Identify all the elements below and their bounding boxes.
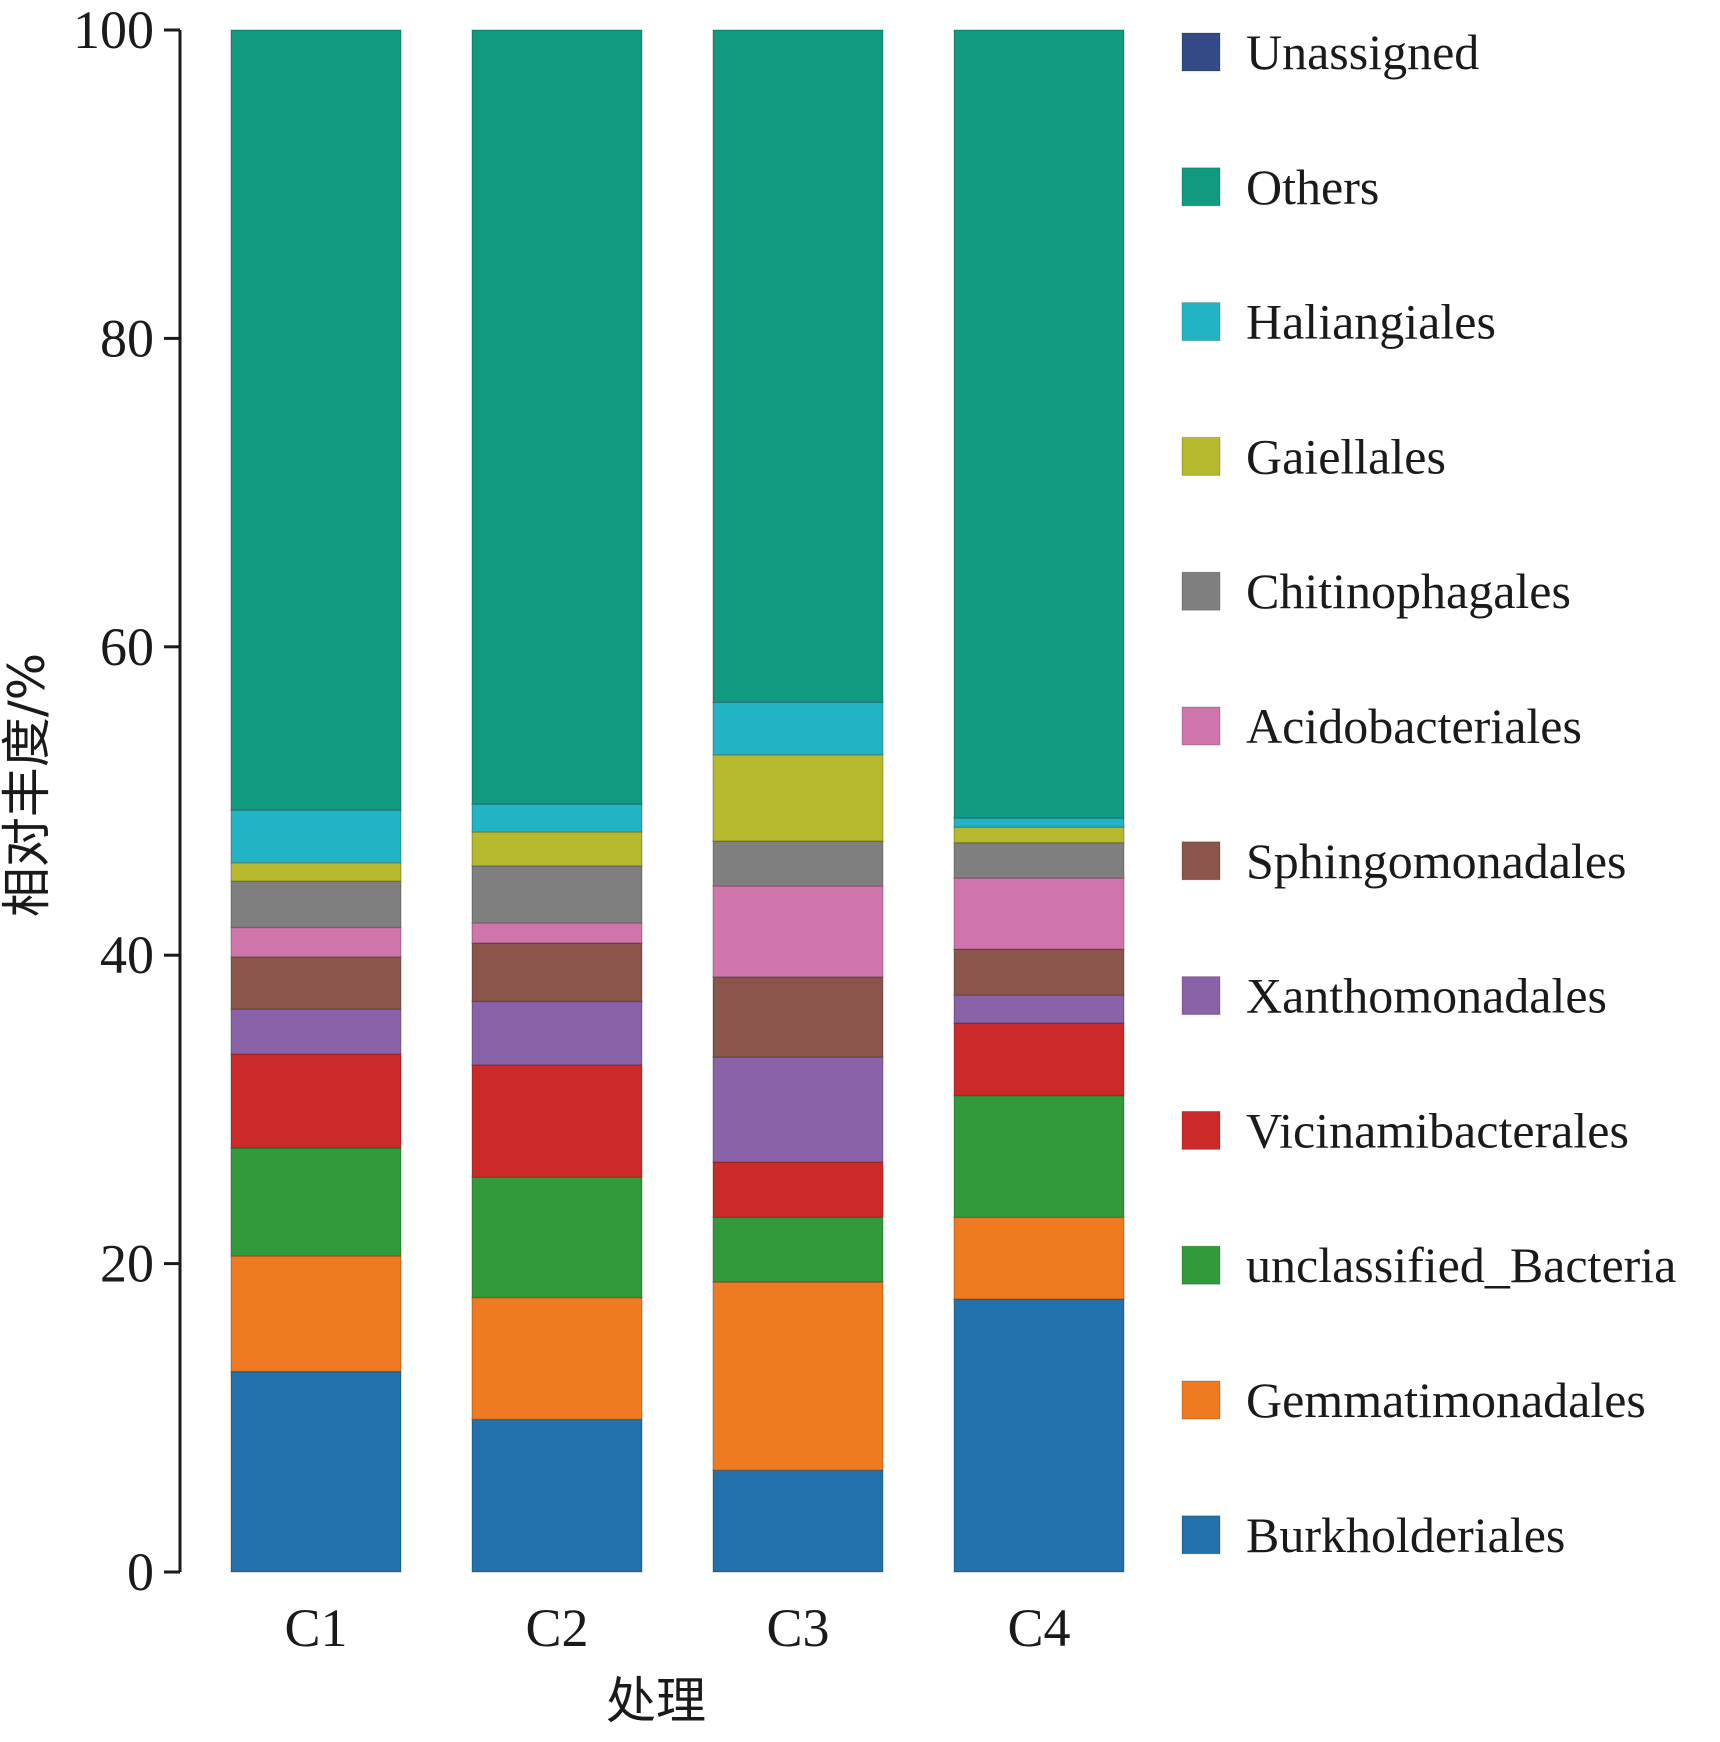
bar-C2-Others — [471, 29, 643, 805]
bar-C3-Gaiellales — [712, 753, 884, 842]
bar-C2-Chitinophagales — [471, 865, 643, 924]
bar-C3-Chitinophagales — [712, 840, 884, 887]
bar-C2-unclassified_Bacteria — [471, 1176, 643, 1299]
bar-C3-Sphingomonadales — [712, 976, 884, 1058]
legend-label-unclassified_Bacteria: unclassified_Bacteria — [1246, 1237, 1676, 1293]
x-tick-label-C3: C3 — [766, 1598, 829, 1658]
y-tick-label-60: 60 — [100, 617, 154, 677]
bar-C4-Gaiellales — [953, 826, 1125, 844]
x-axis-title: 处理 — [606, 1672, 706, 1730]
legend-swatch-Burkholderiales — [1181, 1515, 1221, 1555]
y-tick-label-100: 100 — [73, 0, 154, 60]
legend-swatch-Gemmatimonadales — [1181, 1380, 1221, 1420]
x-axis: C1 C2 C3 C4 — [284, 1598, 1070, 1658]
bar-C4-Acidobacteriales — [953, 877, 1125, 950]
legend-swatch-Acidobacteriales — [1181, 706, 1221, 746]
bar-C1-Gemmatimonadales — [230, 1255, 402, 1373]
bar-segments — [230, 29, 1125, 1573]
legend-swatch-Others — [1181, 167, 1221, 207]
bar-C1-Haliangiales — [230, 809, 402, 864]
legend-label-Others: Others — [1246, 159, 1379, 215]
legend-label-Xanthomonadales: Xanthomonadales — [1246, 968, 1607, 1024]
x-tick-label-C4: C4 — [1007, 1598, 1070, 1658]
bar-C2-Burkholderiales — [471, 1418, 643, 1573]
bar-C2-Gemmatimonadales — [471, 1296, 643, 1421]
bar-C1-Burkholderiales — [230, 1370, 402, 1573]
bar-C4-Haliangiales — [953, 817, 1125, 828]
x-tick-label-C2: C2 — [525, 1598, 588, 1658]
legend-swatch-Sphingomonadales — [1181, 841, 1221, 881]
bar-C2-Acidobacteriales — [471, 922, 643, 944]
bar-C4-Others — [953, 29, 1125, 819]
bar-C1-unclassified_Bacteria — [230, 1147, 402, 1257]
y-tick-label-80: 80 — [100, 308, 154, 368]
bar-C3-Acidobacteriales — [712, 885, 884, 978]
y-tick-label-0: 0 — [127, 1542, 154, 1602]
x-tick-label-C1: C1 — [284, 1598, 347, 1658]
bar-C4-Vicinamibacterales — [953, 1022, 1125, 1097]
legend: Unassigned Others Haliangiales Gaiellales Ch… — [1181, 24, 1676, 1563]
bar-C3-Vicinamibacterales — [712, 1161, 884, 1219]
bar-C4-Chitinophagales — [953, 841, 1125, 879]
bar-C2-Vicinamibacterales — [471, 1063, 643, 1178]
legend-swatch-Vicinamibacterales — [1181, 1110, 1221, 1150]
bar-C1-Xanthomonadales — [230, 1008, 402, 1055]
legend-swatch-unclassified_Bacteria — [1181, 1245, 1221, 1285]
bar-C4-Burkholderiales — [953, 1298, 1125, 1573]
bar-C2-Haliangiales — [471, 803, 643, 833]
bar-C1-Others — [230, 29, 402, 812]
legend-swatch-Haliangiales — [1181, 302, 1221, 342]
bar-C3-Haliangiales — [712, 701, 884, 756]
y-axis-title: 相对丰度/% — [0, 653, 56, 917]
bar-C1-Vicinamibacterales — [230, 1053, 402, 1149]
legend-label-Gemmatimonadales: Gemmatimonadales — [1246, 1372, 1646, 1428]
bar-C3-Gemmatimonadales — [712, 1281, 884, 1471]
bar-C3-Others — [712, 29, 884, 704]
bar-C4-unclassified_Bacteria — [953, 1094, 1125, 1219]
bar-C4-Xanthomonadales — [953, 994, 1125, 1024]
legend-swatch-Chitinophagales — [1181, 571, 1221, 611]
bar-C4-Sphingomonadales — [953, 948, 1125, 997]
bar-C3-Xanthomonadales — [712, 1056, 884, 1163]
bar-C2-Sphingomonadales — [471, 942, 643, 1003]
legend-swatch-Unassigned — [1181, 32, 1221, 72]
legend-label-Chitinophagales: Chitinophagales — [1246, 563, 1571, 619]
legend-label-Acidobacteriales: Acidobacteriales — [1246, 698, 1582, 754]
y-tick-label-40: 40 — [100, 925, 154, 985]
bar-C1-Chitinophagales — [230, 880, 402, 929]
legend-label-Unassigned: Unassigned — [1246, 24, 1479, 80]
bar-C1-Acidobacteriales — [230, 926, 402, 958]
bar-C1-Gaiellales — [230, 861, 402, 882]
bar-C3-Burkholderiales — [712, 1469, 884, 1573]
legend-label-Gaiellales: Gaiellales — [1246, 428, 1446, 484]
legend-label-Vicinamibacterales: Vicinamibacterales — [1246, 1102, 1629, 1158]
legend-label-Sphingomonadales: Sphingomonadales — [1246, 833, 1627, 889]
y-tick-label-20: 20 — [100, 1234, 154, 1294]
legend-swatch-Xanthomonadales — [1181, 976, 1221, 1016]
bar-C2-Gaiellales — [471, 831, 643, 867]
y-axis: 0 20 40 60 80 100 — [73, 0, 182, 1602]
bar-C2-Xanthomonadales — [471, 1000, 643, 1066]
bar-C3-unclassified_Bacteria — [712, 1216, 884, 1283]
legend-label-Burkholderiales: Burkholderiales — [1246, 1507, 1565, 1563]
bar-C1-Sphingomonadales — [230, 955, 402, 1010]
bar-C4-Gemmatimonadales — [953, 1216, 1125, 1300]
legend-swatch-Gaiellales — [1181, 436, 1221, 476]
legend-label-Haliangiales: Haliangiales — [1246, 294, 1496, 350]
